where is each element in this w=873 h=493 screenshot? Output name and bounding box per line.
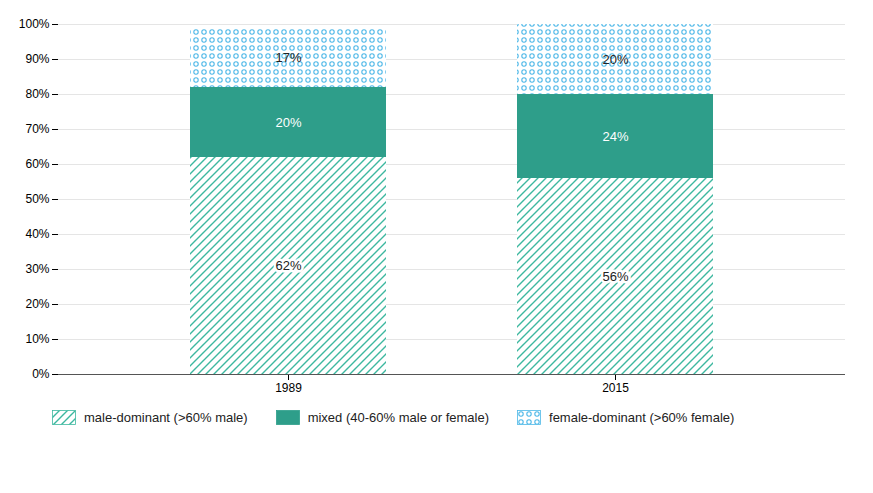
svg-text:70%: 70% <box>25 122 49 136</box>
svg-text:90%: 90% <box>25 52 49 66</box>
svg-text:20%: 20% <box>275 115 301 130</box>
svg-text:0%: 0% <box>32 367 50 381</box>
svg-text:56%: 56% <box>602 269 628 284</box>
svg-text:2015: 2015 <box>602 381 629 395</box>
svg-text:20%: 20% <box>25 297 49 311</box>
svg-text:80%: 80% <box>25 87 49 101</box>
svg-text:100%: 100% <box>19 17 50 31</box>
svg-text:20%: 20% <box>602 52 628 67</box>
html-text:female-dominant (>60% female): female-dominant (>60% female) <box>549 410 735 425</box>
svg-text:40%: 40% <box>25 227 49 241</box>
svg-text:24%: 24% <box>602 129 628 144</box>
svg-text:10%: 10% <box>25 332 49 346</box>
svg-text:62%: 62% <box>275 258 301 273</box>
svg-text:30%: 30% <box>25 262 49 276</box>
html-text:male-dominant (>60% male): male-dominant (>60% male) <box>84 410 248 425</box>
svg-text:1989: 1989 <box>275 381 302 395</box>
svg-text:60%: 60% <box>25 157 49 171</box>
svg-text:50%: 50% <box>25 192 49 206</box>
html-text:mixed (40-60% male or female): mixed (40-60% male or female) <box>307 410 489 425</box>
svg-text:17%: 17% <box>275 50 301 65</box>
